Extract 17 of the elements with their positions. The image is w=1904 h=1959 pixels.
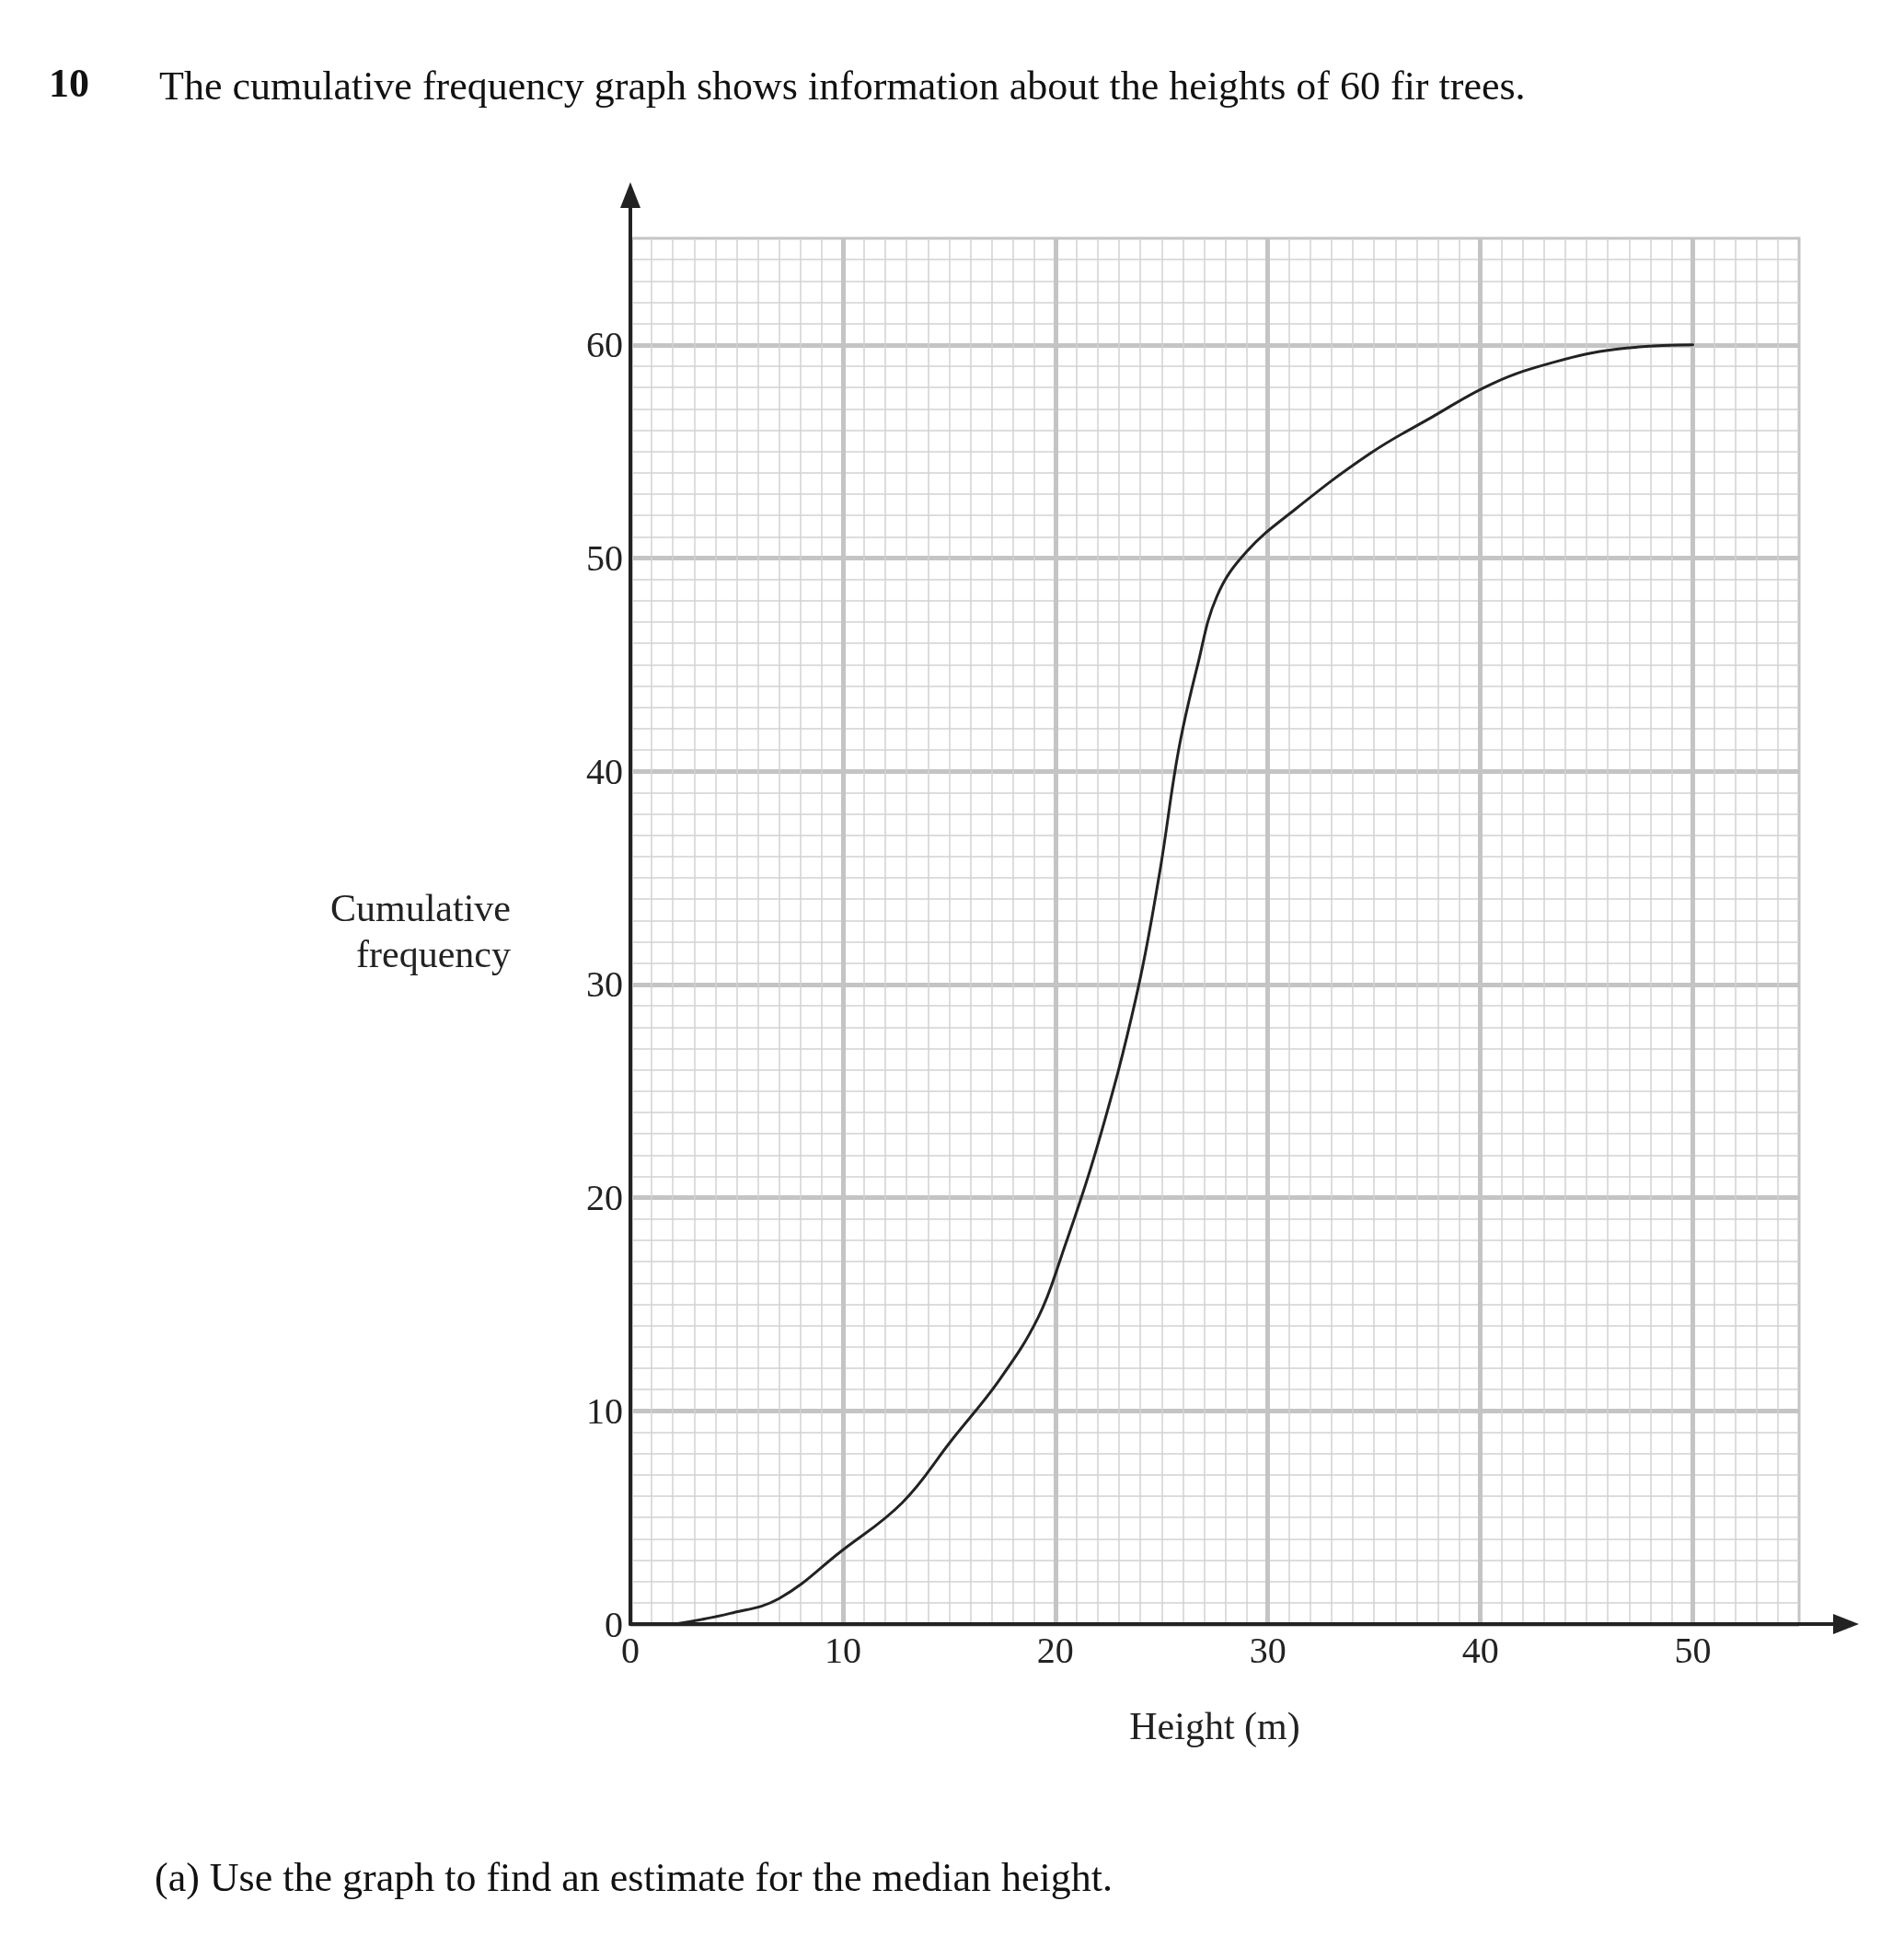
y-tick-label: 50 xyxy=(586,537,623,580)
x-tick-label: 20 xyxy=(1036,1629,1074,1671)
y-tick-label: 0 xyxy=(605,1603,623,1645)
y-axis-title: Cumulative frequency xyxy=(330,887,511,975)
y-tick-label: 60 xyxy=(586,324,623,366)
y-tick-label: 10 xyxy=(586,1389,623,1432)
x-tick-label: 40 xyxy=(1461,1629,1499,1671)
text: 10 xyxy=(49,60,89,106)
y-tick-label: 40 xyxy=(586,750,623,792)
chart-title: The cumulative frequency graph shows information about the heights of 60 fir trees. xyxy=(159,63,1526,109)
text: (a) Use the graph to find an estimate for the median height. xyxy=(155,1854,1113,1900)
y-tick-label: 20 xyxy=(586,1177,623,1219)
x-axis-title: Height (m) xyxy=(1129,1705,1300,1748)
x-tick-label: 50 xyxy=(1674,1629,1712,1671)
x-tick-label: 10 xyxy=(824,1629,861,1671)
y-tick-label: 30 xyxy=(586,963,623,1006)
x-tick-label: 30 xyxy=(1249,1629,1287,1671)
